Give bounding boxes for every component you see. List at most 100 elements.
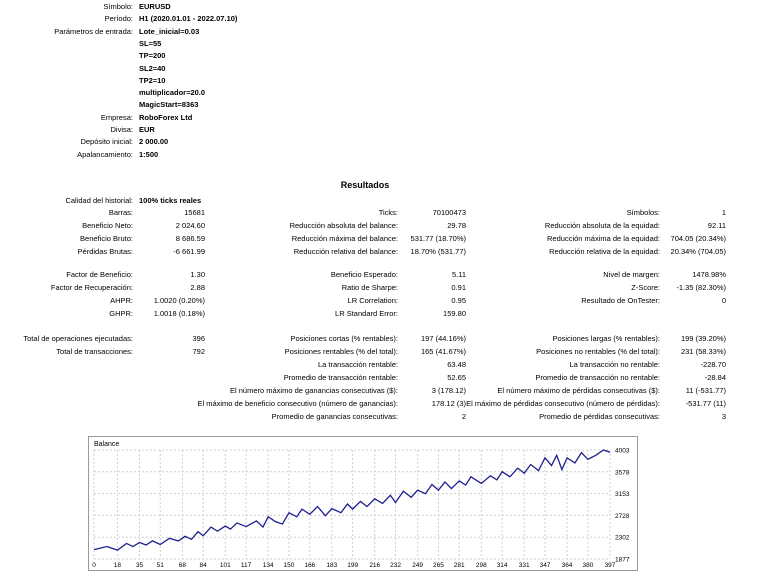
setting-value: H1 (2020.01.01 - 2022.07.10) [139,14,238,24]
x-tick-label: 117 [241,562,252,569]
col3-label: El máximo de pérdidas consecutivo (númer… [466,399,660,408]
col1-value: 15681 [184,208,205,217]
col2-label: El máximo de beneficio consecutivo (núme… [197,399,398,408]
x-tick-label: 298 [476,562,487,569]
col2-label: Posiciones cortas (% rentables): [290,334,398,343]
col2-value: 70100473 [432,208,466,217]
setting-label: Divisa: [110,125,133,134]
x-tick-label: 314 [497,562,508,569]
col3-value: 231 (58.33%) [680,347,726,356]
col3-label: Posiciones largas (% rentables): [552,334,660,343]
x-tick-label: 331 [519,562,530,569]
setting-value: EUR [139,125,155,134]
balance-line [93,449,611,551]
setting-label: Depósito inicial: [80,137,133,147]
col2-label: Ticks: [378,208,398,217]
y-tick-label: 2728 [615,513,630,520]
setting-value: 2 000.00 [139,137,169,147]
setting-label: Período: [104,14,133,24]
x-tick-label: 51 [157,562,165,569]
setting-value: 1:500 [139,149,159,159]
col1-label: Beneficio Bruto: [80,234,133,243]
col2-value: 63.48 [447,360,466,369]
setting-value: SL=55 [139,38,162,48]
x-tick-label: 183 [326,562,337,569]
x-tick-label: 134 [263,562,274,569]
col3-value: -1.35 (82.30%) [676,283,726,292]
col3-label: Posiciones no rentables (% del total): [536,347,660,356]
col1-value: 396 [192,334,205,343]
col1-label: Factor de Recuperación: [50,283,133,292]
col2-value: 18.70% (531.77) [410,247,466,256]
col1-label: Total de transacciones: [56,347,133,356]
setting-value: multiplicador=20.0 [139,88,206,98]
setting-value: TP=200 [139,51,166,61]
col3-label: Reducción absoluta de la equidad: [544,221,660,230]
x-tick-label: 84 [200,562,208,569]
x-tick-label: 364 [562,562,573,569]
x-tick-label: 0 [92,562,96,569]
col1-value: -6 661.99 [173,247,205,256]
setting-label: Apalancamiento: [77,149,133,159]
col2-label: Promedio de transacción rentable: [283,373,398,382]
col3-label: Z-Score: [631,283,660,292]
x-tick-labels: 0 18 35 51 68 84 101 117 134 150 166 183 199 216 232 24… [92,562,616,569]
y-tick-label: 4003 [615,448,630,455]
col3-label: La transacción no rentable: [569,360,660,369]
col3-value: 11 (-531.77) [685,386,726,395]
col1-label: GHPR: [109,309,133,318]
x-tick-label: 232 [390,562,401,569]
col3-value: 1 [721,208,726,217]
col2-value: 165 (41.67%) [420,347,466,356]
col2-label: LR Standard Error: [335,309,398,318]
col3-label: Nivel de margen: [603,270,660,279]
x-tick-label: 150 [284,562,295,569]
x-tick-label: 166 [304,562,315,569]
setting-value: MagicStart=8363 [139,100,199,110]
x-tick-label: 281 [454,562,465,569]
col3-label: Reducción relativa de la equidad: [549,247,660,256]
setting-label: Símbolo: [103,2,133,11]
setting-value: SL2=40 [139,63,166,73]
col2-label: Reducción absoluta del balance: [289,221,398,230]
setting-label: Empresa: [100,112,133,122]
col2-value: 0.91 [451,283,466,292]
col2-label: Reducción máxima del balance: [291,234,398,243]
y-tick-label: 1877 [615,557,630,564]
balance-chart: Balance 0 18 35 51 68 84 101 117 134 150 166 183 199… [88,436,638,571]
x-tick-label: 101 [220,562,231,569]
col3-value: 1478.98% [692,270,726,279]
y-tick-labels: 4003 3578 3153 2728 2302 1877 [615,448,630,564]
x-tick-label: 265 [433,562,444,569]
x-tick-label: 380 [582,562,593,569]
col1-label: Total de operaciones ejecutadas: [23,334,133,343]
col1-value: 8 686.59 [175,234,205,243]
col2-value: 3 (178.12) [431,386,466,395]
col1-label: AHPR: [110,296,133,305]
x-tick-label: 249 [412,562,423,569]
col2-label: Beneficio Esperado: [330,270,398,279]
y-tick-label: 2302 [615,535,630,542]
col3-label: Reducción máxima de la equidad: [547,234,660,243]
col3-value: 20.34% (704.05) [670,247,726,256]
col3-label: Promedio de pérdidas consecutivas: [539,412,660,421]
col2-value: 29.78 [447,221,466,230]
col3-value: -28.84 [704,373,726,382]
col2-label: Posiciones rentables (% del total): [284,347,398,356]
x-tick-label: 35 [136,562,144,569]
col3-label: El número máximo de pérdidas consecutiva… [497,386,660,395]
col3-value: 0 [721,296,726,305]
col2-label: LR Correlation: [347,296,398,305]
results-title: Resultados [340,180,390,190]
col1-label: Barras: [108,208,133,217]
col1-value: 2.88 [190,283,205,292]
setting-value: RoboForex Ltd [139,112,193,122]
col2-label: El número máximo de ganancias consecutiv… [230,386,398,395]
col2-value: 197 (44.16%) [420,334,466,343]
col2-value: 531.77 (18.70%) [410,234,466,243]
col2-value: 52.65 [447,373,466,382]
col2-label: Ratio de Sharpe: [341,283,398,292]
y-tick-label: 3578 [615,469,630,476]
setting-label: Parámetros de entrada: [54,26,133,36]
setting-value: TP2=10 [139,75,166,85]
